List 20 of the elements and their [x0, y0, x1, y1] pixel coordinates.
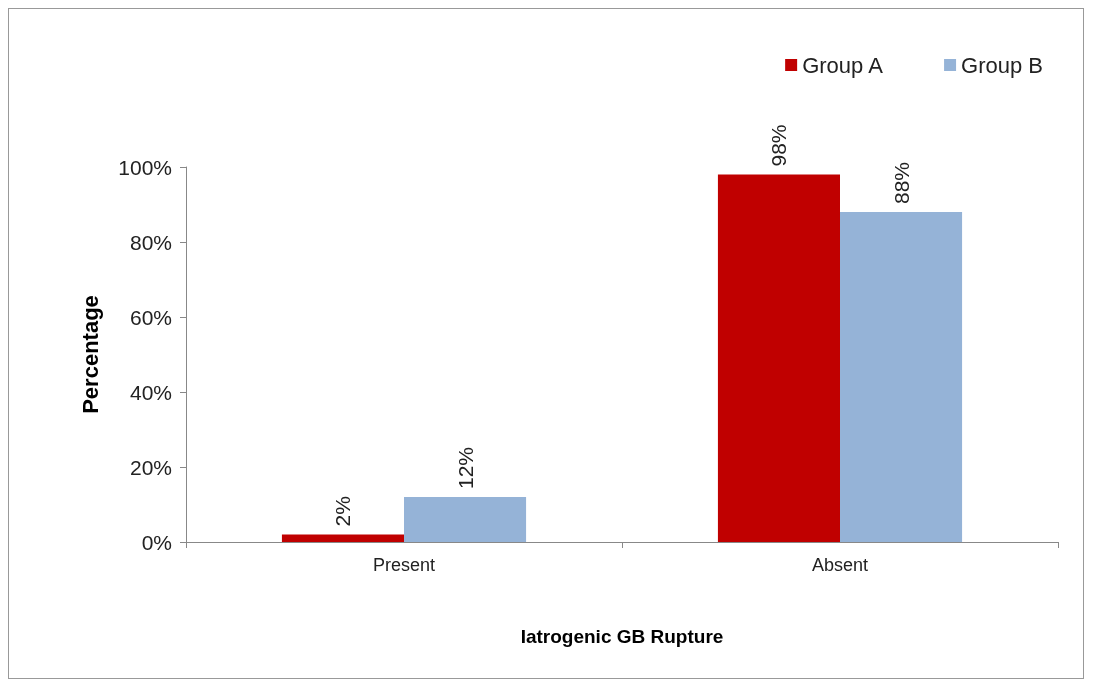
legend-label: Group B	[961, 52, 1044, 78]
x-tick-label: Present	[372, 555, 436, 575]
bar	[717, 174, 840, 542]
y-tick-label: 100%	[118, 155, 172, 179]
data-label: 98%	[767, 124, 791, 167]
y-axis-title: Percentage	[77, 295, 103, 414]
y-tick-label: 0%	[141, 530, 172, 554]
y-tick-label: 80%	[129, 230, 172, 254]
bar	[404, 497, 527, 542]
x-tick-label: Absent	[811, 555, 869, 575]
legend-label: Group A	[802, 52, 884, 78]
x-axis-title: Iatrogenic GB Rupture	[520, 626, 724, 647]
data-label: 12%	[453, 446, 477, 489]
y-tick-label: 40%	[129, 380, 172, 404]
y-tick-label: 20%	[129, 455, 172, 479]
data-label: 2%	[331, 496, 355, 527]
y-tick-label: 60%	[129, 305, 172, 329]
data-label: 88%	[889, 161, 913, 204]
bar	[281, 534, 404, 542]
bar	[840, 212, 963, 542]
